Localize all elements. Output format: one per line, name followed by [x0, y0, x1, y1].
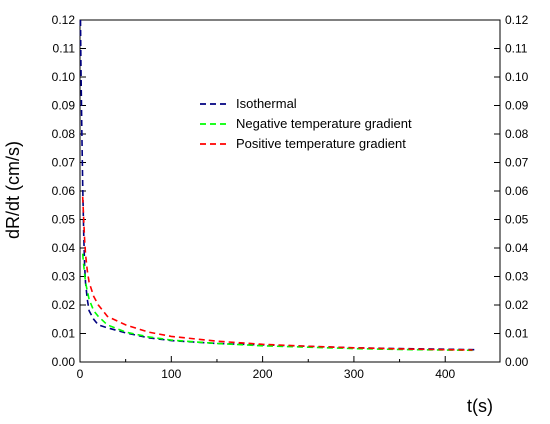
- y-axis-label: dR/dt (cm/s): [3, 141, 23, 239]
- y-tick-label-right: 0.04: [505, 241, 529, 255]
- series-line-isothermal: [79, 19, 478, 351]
- y-tick-label-right: 0.05: [505, 213, 529, 227]
- y-tick-label-left: 0.06: [52, 184, 76, 198]
- x-tick-label: 200: [253, 367, 273, 381]
- y-tick-label-left: 0.09: [52, 99, 76, 113]
- y-tick-label-right: 0.06: [505, 184, 529, 198]
- y-tick-label-right: 0.07: [505, 156, 529, 170]
- x-tick-label: 300: [344, 367, 364, 381]
- y-tick-label-right: 0.01: [505, 327, 529, 341]
- plot-frame: [79, 19, 501, 363]
- y-tick-label-left: 0.10: [52, 70, 76, 84]
- y-tick-label-right: 0.11: [505, 42, 528, 56]
- y-tick-label-right: 0.00: [505, 355, 529, 369]
- plot-border: [79, 19, 501, 363]
- y-axis-left: 0.00 0.01 0.02 0.03 0.04 0.05 0.06 0.07 0.08 0.09…: [52, 13, 86, 369]
- y-tick-label-left: 0.08: [52, 127, 76, 141]
- y-tick-label-right: 0.03: [505, 270, 529, 284]
- y-tick-label-left: 0.02: [52, 298, 76, 312]
- y-axis-right: 0.00 0.01 0.02 0.03 0.04 0.05 0.06 0.07 0.08 0.09…: [494, 13, 529, 369]
- y-tick-label-left: 0.04: [52, 241, 76, 255]
- y-tick-label-right: 0.08: [505, 127, 529, 141]
- series-line-negative-temperature-gradient: [81, 253, 473, 352]
- legend-label: Positive temperature gradient: [236, 136, 406, 151]
- x-axis: 0 100 200 300 400: [77, 356, 456, 381]
- x-tick-label: 100: [161, 367, 181, 381]
- y-tick-label-left: 0.00: [52, 355, 76, 369]
- series-layer: [79, 19, 478, 352]
- y-tick-label-right: 0.09: [505, 99, 529, 113]
- legend-label: Isothermal: [236, 96, 297, 111]
- y-tick-label-left: 0.05: [52, 213, 76, 227]
- y-tick-label-left: 0.07: [52, 156, 76, 170]
- y-tick-label-left: 0.12: [52, 13, 76, 27]
- legend: Isothermal Negative temperature gradient P…: [200, 96, 412, 151]
- y-tick-label-left: 0.03: [52, 270, 76, 284]
- legend-label: Negative temperature gradient: [236, 116, 412, 131]
- series-line-positive-temperature-gradient: [81, 196, 473, 351]
- x-tick-label: 400: [435, 367, 455, 381]
- y-tick-label-right: 0.12: [505, 13, 529, 27]
- y-tick-label-right: 0.10: [505, 70, 529, 84]
- x-axis-label: t(s): [467, 396, 493, 416]
- x-tick-label: 0: [77, 367, 84, 381]
- y-tick-label-right: 0.02: [505, 298, 529, 312]
- y-tick-label-left: 0.11: [53, 42, 76, 56]
- y-tick-label-left: 0.01: [52, 327, 76, 341]
